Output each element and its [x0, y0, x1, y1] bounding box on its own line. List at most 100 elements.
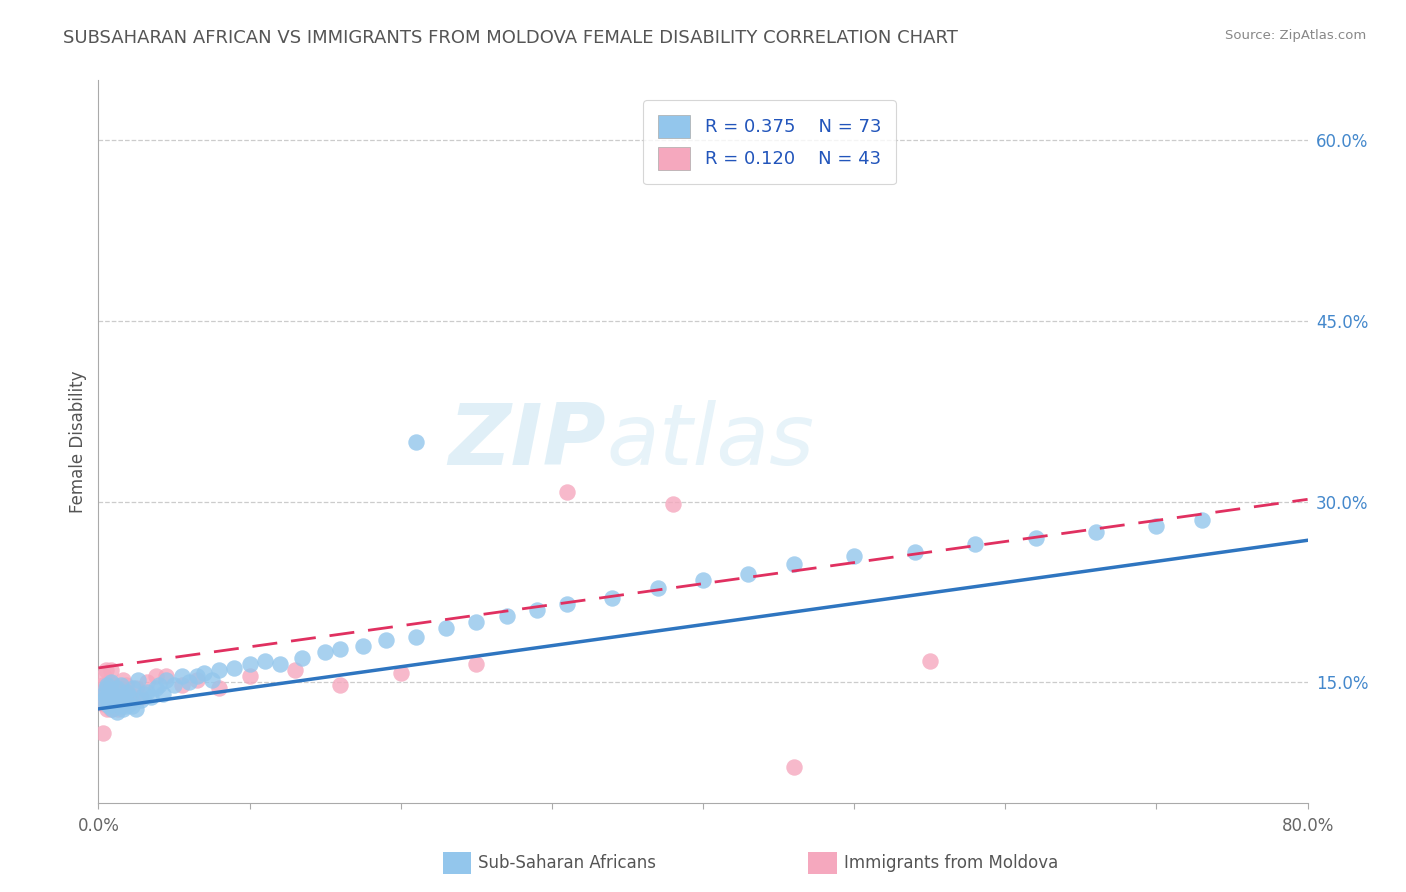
Point [692, 573, 714, 587]
Point [253, 654, 276, 668]
Point [107, 697, 129, 711]
Point [526, 603, 548, 617]
Point [98, 675, 121, 690]
Point [193, 665, 215, 680]
Point [186, 669, 208, 683]
Point [186, 673, 208, 687]
Point [155, 673, 177, 687]
Point [96, 702, 118, 716]
Point [661, 497, 683, 511]
Point [555, 597, 578, 611]
Point [141, 690, 163, 704]
Point [152, 687, 174, 701]
Point [783, 760, 806, 774]
Point [239, 669, 262, 683]
Point [555, 485, 578, 500]
Point [96, 681, 118, 696]
Point [111, 673, 134, 687]
Point [170, 678, 193, 692]
Point [100, 693, 122, 707]
Point [96, 678, 118, 692]
Point [98, 699, 121, 714]
Point [122, 681, 145, 696]
Point [107, 702, 129, 716]
Point [91, 693, 114, 707]
Point [148, 678, 170, 692]
Point [145, 669, 167, 683]
Text: SUBSAHARAN AFRICAN VS IMMIGRANTS FROM MOLDOVA FEMALE DISABILITY CORRELATION CHAR: SUBSAHARAN AFRICAN VS IMMIGRANTS FROM MO… [63, 29, 957, 46]
Point [208, 681, 231, 696]
Point [112, 697, 135, 711]
Point [352, 639, 374, 653]
Point [90, 687, 112, 701]
Point [105, 693, 128, 707]
Point [114, 678, 136, 692]
Point [125, 702, 148, 716]
Point [111, 702, 134, 716]
Point [120, 690, 142, 704]
Point [110, 699, 132, 714]
Point [208, 664, 231, 678]
Point [405, 630, 427, 644]
Point [110, 690, 132, 704]
Point [844, 549, 866, 563]
Point [291, 651, 314, 665]
Point [127, 673, 149, 687]
Point [93, 669, 115, 683]
Point [163, 678, 186, 692]
Point [93, 697, 115, 711]
Point [1024, 531, 1046, 545]
Point [103, 678, 125, 692]
Point [112, 693, 135, 707]
Point [783, 558, 806, 572]
Point [103, 697, 125, 711]
Text: Source: ZipAtlas.com: Source: ZipAtlas.com [1226, 29, 1367, 42]
Point [105, 681, 128, 696]
Point [179, 675, 201, 690]
Point [118, 687, 141, 701]
Point [129, 690, 152, 704]
Point [101, 690, 124, 704]
Point [115, 685, 138, 699]
Point [98, 693, 121, 707]
Point [1144, 518, 1167, 533]
Point [103, 687, 125, 701]
Point [114, 699, 136, 714]
Point [155, 669, 177, 683]
Point [125, 681, 148, 696]
Point [94, 681, 117, 696]
Legend: R = 0.375    N = 73, R = 0.120    N = 43: R = 0.375 N = 73, R = 0.120 N = 43 [644, 100, 896, 185]
Point [918, 654, 941, 668]
Point [135, 685, 157, 699]
Point [314, 645, 336, 659]
Point [110, 678, 132, 692]
Text: Immigrants from Moldova: Immigrants from Moldova [844, 855, 1057, 872]
Point [374, 633, 396, 648]
Point [269, 657, 291, 672]
Point [93, 687, 115, 701]
Point [104, 690, 127, 704]
Point [1085, 524, 1108, 539]
Point [94, 690, 117, 704]
Point [465, 615, 488, 630]
Text: ZIP: ZIP [449, 400, 606, 483]
Point [965, 537, 987, 551]
Point [94, 664, 117, 678]
Point [121, 699, 143, 714]
Point [100, 664, 122, 678]
Point [105, 706, 128, 720]
Point [904, 545, 927, 559]
Point [239, 657, 262, 672]
Y-axis label: Female Disability: Female Disability [69, 370, 87, 513]
Point [135, 675, 157, 690]
Point [434, 621, 457, 635]
Point [98, 685, 121, 699]
Point [100, 675, 122, 690]
Point [118, 697, 141, 711]
Point [389, 665, 412, 680]
Point [201, 673, 224, 687]
Point [329, 641, 352, 656]
Point [103, 696, 125, 710]
Point [465, 657, 488, 672]
Point [647, 582, 669, 596]
